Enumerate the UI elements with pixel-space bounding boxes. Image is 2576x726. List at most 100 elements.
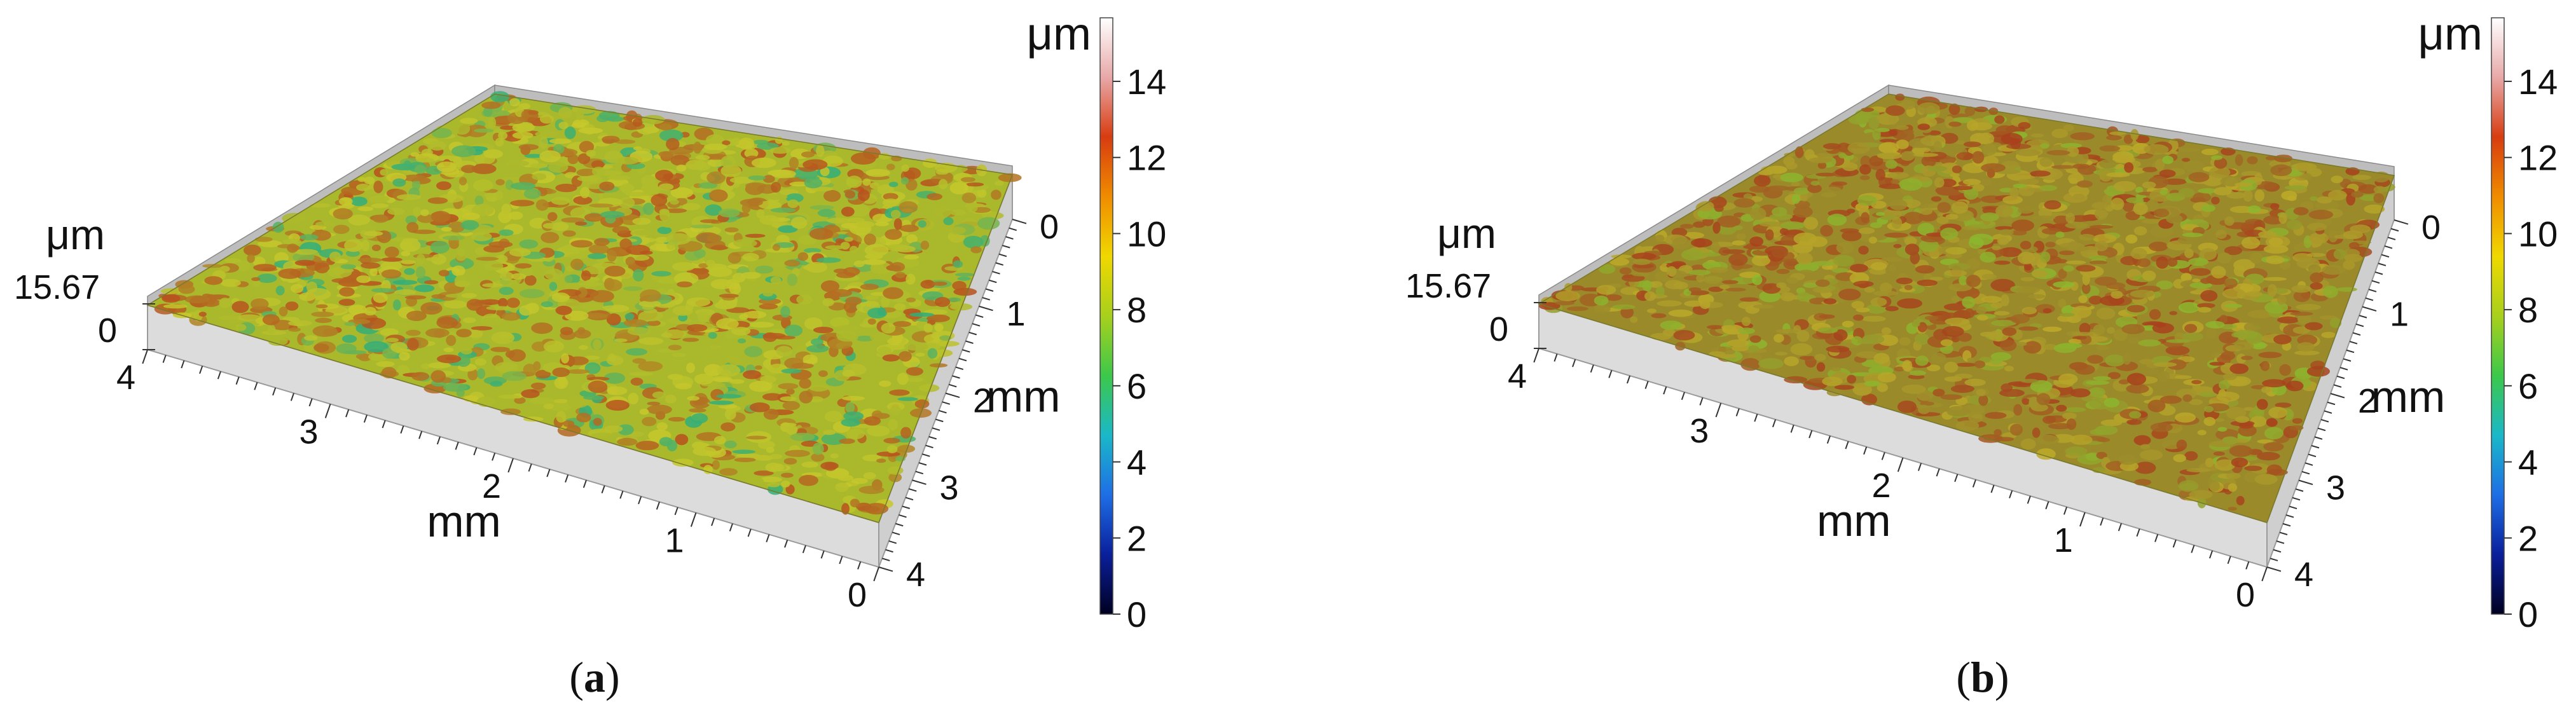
surface-speckle bbox=[2215, 418, 2225, 422]
surface-speckle bbox=[2228, 483, 2238, 492]
surface-speckle bbox=[915, 352, 925, 357]
colorbar-tick-label: 2 bbox=[1127, 518, 1147, 558]
x-tick-mark bbox=[2009, 490, 2013, 498]
surface-speckle bbox=[358, 224, 378, 231]
surface-speckle bbox=[870, 332, 890, 342]
surface-speckle bbox=[404, 268, 415, 275]
y-tick-label: 1 bbox=[1006, 295, 1025, 333]
surface-speckle bbox=[407, 338, 419, 351]
surface-speckle bbox=[778, 383, 799, 390]
surface-speckle bbox=[2307, 366, 2330, 377]
surface-speckle bbox=[541, 231, 560, 243]
surface-speckle bbox=[1732, 345, 1749, 352]
surface-speckle bbox=[583, 313, 608, 319]
surface-speckle bbox=[2257, 451, 2280, 461]
surface-speckle bbox=[2214, 157, 2228, 169]
surface-speckle bbox=[1656, 286, 1665, 297]
surface-speckle bbox=[2155, 158, 2165, 171]
surface-speckle bbox=[561, 353, 569, 364]
surface-speckle bbox=[1858, 227, 1875, 235]
surface-speckle bbox=[2219, 380, 2230, 390]
surface-speckle bbox=[865, 301, 879, 308]
surface-speckle bbox=[885, 229, 902, 240]
x-tick-mark bbox=[2227, 556, 2231, 565]
surface-speckle bbox=[1995, 125, 2015, 135]
surface-speckle bbox=[2126, 419, 2142, 425]
surface-speckle bbox=[1753, 304, 1774, 309]
surface-speckle bbox=[2235, 416, 2250, 423]
y-tick-mark bbox=[885, 549, 893, 553]
surface-speckle bbox=[844, 236, 853, 242]
surface-speckle bbox=[431, 210, 451, 223]
surface-speckle bbox=[2118, 379, 2130, 385]
surface-speckle bbox=[399, 352, 410, 361]
y-tick-mark bbox=[939, 409, 947, 414]
surface-speckle bbox=[2040, 251, 2051, 263]
surface-speckle bbox=[498, 298, 508, 308]
surface-speckle bbox=[1808, 157, 1832, 163]
surface-speckle bbox=[901, 164, 909, 172]
surface-speckle bbox=[2184, 248, 2194, 259]
surface-speckle bbox=[720, 165, 741, 177]
surface-speckle bbox=[893, 321, 911, 327]
surface-speckle bbox=[719, 468, 738, 476]
surface-speckle bbox=[607, 249, 617, 262]
surface-speckle bbox=[1868, 116, 1880, 130]
surface-speckle bbox=[1981, 179, 1992, 186]
surface-speckle bbox=[1741, 317, 1751, 327]
y-tick-label: 2 bbox=[2358, 382, 2377, 420]
surface-speckle bbox=[633, 269, 644, 282]
surface-speckle bbox=[471, 231, 492, 242]
surface-speckle bbox=[340, 264, 356, 270]
surface-speckle bbox=[2053, 281, 2075, 288]
surface-speckle bbox=[806, 345, 829, 353]
surface-speckle bbox=[482, 283, 503, 288]
surface-speckle bbox=[219, 266, 230, 272]
surface-speckle bbox=[2226, 472, 2241, 479]
surface-speckle bbox=[1815, 172, 1836, 177]
surface-speckle bbox=[785, 449, 810, 457]
surface-speckle bbox=[451, 145, 476, 158]
surface-speckle bbox=[2309, 232, 2329, 244]
height-axis-min-label: 0 bbox=[1489, 310, 1508, 348]
surface-speckle bbox=[2243, 407, 2254, 411]
surface-speckle bbox=[341, 334, 357, 343]
surface-speckle bbox=[676, 198, 687, 206]
height-axis-min-label: 0 bbox=[98, 312, 117, 350]
surface-speckle bbox=[672, 306, 693, 316]
surface-speckle bbox=[441, 226, 452, 232]
y-axis-minor-ticks bbox=[2266, 219, 2409, 572]
surface-speckle bbox=[1747, 345, 1760, 353]
surface-speckle bbox=[820, 280, 840, 292]
surface-speckle bbox=[744, 346, 763, 357]
surface-speckle bbox=[219, 298, 231, 308]
surface-speckle bbox=[957, 277, 971, 281]
surface-speckle bbox=[1876, 212, 1885, 216]
surface-speckle bbox=[1833, 329, 1848, 341]
surface-speckle bbox=[1976, 389, 1987, 396]
surface-speckle bbox=[741, 203, 751, 214]
surface-speckle bbox=[2214, 187, 2232, 196]
surface-speckle bbox=[1895, 93, 1905, 101]
surface-speckle bbox=[2056, 404, 2067, 412]
surface-speckle bbox=[476, 257, 499, 261]
surface-speckle bbox=[2002, 215, 2013, 224]
surface-speckle bbox=[1665, 280, 1684, 290]
colorbar-tick-label: 0 bbox=[2518, 594, 2538, 634]
caption-letter: b bbox=[1971, 653, 1995, 701]
surface-speckle bbox=[823, 429, 836, 435]
surface-speckle bbox=[1732, 240, 1746, 246]
surface-speckle bbox=[724, 227, 739, 233]
surface-speckle bbox=[1885, 265, 1901, 277]
surface-speckle bbox=[579, 140, 595, 153]
surface-speckle bbox=[2069, 434, 2093, 445]
surface-speckle bbox=[1632, 258, 1651, 265]
surface-speckle bbox=[313, 343, 329, 352]
surface-speckle bbox=[355, 353, 372, 360]
surface-speckle bbox=[1851, 301, 1864, 309]
surface-speckle bbox=[2036, 448, 2056, 460]
surface-speckle bbox=[1897, 401, 1917, 413]
surface-speckle bbox=[647, 401, 661, 406]
surface-speckle bbox=[2015, 149, 2041, 156]
surface-speckle bbox=[2036, 393, 2051, 406]
